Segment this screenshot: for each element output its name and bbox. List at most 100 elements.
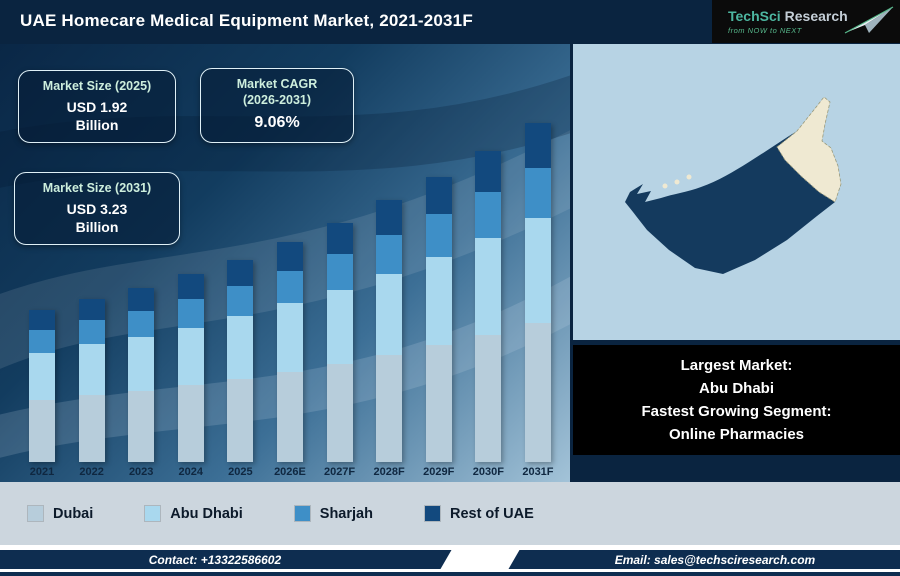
bar-segment-abu-dhabi [78, 344, 105, 395]
bar-segment-sharjah [78, 320, 105, 345]
brand-name: TechSci Research [728, 9, 900, 23]
bar-column: 2021 [20, 108, 64, 480]
bar-segment-abu-dhabi [227, 316, 254, 379]
legend-item-sharjah: Sharjah [293, 505, 373, 522]
bar-column: 2031F [516, 108, 560, 480]
legend-item-abu-dhabi: Abu Dhabi [144, 505, 243, 522]
x-axis-label: 2027F [323, 466, 356, 478]
bar-segment-abu-dhabi [524, 218, 551, 324]
legend-swatch-rect [294, 506, 310, 521]
highlight-line: Fastest Growing Segment: [641, 403, 832, 420]
bar-segment-sharjah [376, 235, 403, 274]
bar-column: 2026E [268, 108, 312, 480]
bar-segment-dubai [29, 400, 55, 462]
bar-segment-rest-of-uae [227, 260, 254, 286]
bar-segment-rest-of-uae [425, 177, 452, 215]
paper-plane-icon [844, 6, 894, 34]
bar-segment-dubai [425, 345, 452, 462]
bar-segment-sharjah [227, 285, 254, 316]
map-panel [573, 44, 900, 340]
email-bar: Email: sales@techsciresearch.com [508, 550, 900, 569]
bar-stack [29, 309, 55, 462]
legend-label: Sharjah [319, 505, 373, 522]
bar-column: 2028F [367, 108, 411, 480]
brand-name-secondary: Research [784, 7, 848, 24]
uae-map-northern-emirates [776, 96, 842, 203]
card-value: 9.06% [254, 114, 300, 132]
bar-segment-rest-of-uae [29, 309, 55, 330]
bar-stack [425, 177, 452, 462]
bar-segment-sharjah [29, 329, 55, 353]
card-value-amount: USD 1.92 [66, 98, 128, 115]
card-label-line2: (2026-2031) [242, 92, 312, 107]
card-label-line1: Market CAGR [236, 77, 318, 91]
brand-logo: TechSci Research from NOW to NEXT [712, 0, 900, 43]
legend-swatch-abu-dhabi [144, 505, 162, 522]
bar-column: 2029F [417, 108, 461, 480]
x-axis-label: 2026E [274, 466, 306, 478]
bar-segment-dubai [227, 379, 254, 462]
bar-segment-sharjah [425, 214, 452, 258]
x-axis-label: 2022 [79, 466, 104, 478]
bar-segment-dubai [177, 385, 204, 462]
bar-stack [177, 273, 204, 462]
bar-segment-sharjah [524, 167, 551, 219]
bar-segment-rest-of-uae [78, 299, 105, 321]
bar-segment-rest-of-uae [524, 122, 551, 168]
bar-stack [524, 122, 551, 462]
bar-segment-abu-dhabi [177, 327, 204, 386]
legend-swatch-rest-of-uae [423, 505, 441, 522]
bar-segment-sharjah [177, 299, 204, 328]
market-size-2025-card: Market Size (2025) USD 1.92 Billion [18, 70, 176, 143]
bar-segment-abu-dhabi [376, 273, 403, 355]
bar-segment-abu-dhabi [128, 336, 155, 391]
bar-segment-abu-dhabi [276, 303, 303, 372]
bar-segment-rest-of-uae [177, 273, 204, 300]
uae-map [625, 96, 842, 274]
market-cagr-card: Market CAGR (2026-2031) 9.06% [200, 68, 354, 144]
legend-item-dubai: Dubai [27, 505, 94, 522]
map-island [674, 179, 680, 185]
card-label: Market Size (2025) [42, 79, 152, 93]
bar-segment-sharjah [475, 192, 502, 239]
market-size-2031-card: Market Size (2031) USD 3.23 Billion [14, 172, 180, 245]
x-axis-label: 2023 [128, 466, 154, 478]
legend-label: Dubai [53, 505, 94, 522]
bar-segment-rest-of-uae [128, 287, 155, 311]
bar-stack [78, 299, 105, 462]
x-axis-label: 2024 [178, 466, 204, 478]
stacked-bar-chart: 2021 2022 2023 2024 2025 2026E 2027F 2028F 2029F… [14, 108, 566, 480]
market-highlights-box: Largest Market: Abu Dhabi Fastest Growin… [573, 345, 900, 455]
x-axis-label: 2028F [373, 466, 405, 478]
bar-segment-dubai [475, 334, 502, 462]
bar-column: 2022 [70, 108, 114, 480]
bar-stack [276, 242, 303, 462]
card-value-amount: USD 3.23 [66, 200, 128, 217]
x-axis-label: 2030F [472, 466, 504, 478]
bar-segment-rest-of-uae [326, 222, 353, 255]
legend-swatch-rect [28, 506, 43, 521]
bar-segment-dubai [78, 394, 105, 462]
bar-stack [227, 260, 254, 462]
bar-column: 2023 [119, 108, 163, 480]
legend-swatch-rect [424, 506, 440, 521]
footer-rule [0, 572, 900, 576]
brand-name-primary: TechSci [728, 7, 781, 24]
legend: Dubai Abu Dhabi Sharjah Rest of UAE [0, 482, 900, 545]
bar-column: 2027F [318, 108, 362, 480]
card-value: USD 1.92 Billion [25, 98, 169, 134]
bar-column: 2030F [466, 108, 510, 480]
email-text: Email: sales@techsciresearch.com [614, 552, 816, 567]
footer: Contact: +13322586602 Email: sales@techs… [0, 545, 900, 576]
bar-segment-dubai [276, 371, 303, 462]
legend-swatch-sharjah [293, 505, 311, 522]
bar-segment-rest-of-uae [276, 242, 303, 271]
legend-item-rest-of-uae: Rest of UAE [423, 505, 534, 522]
bar-segment-dubai [376, 354, 403, 462]
page-title: UAE Homecare Medical Equipment Market, 2… [20, 11, 473, 30]
x-axis-label: 2025 [228, 466, 253, 478]
card-value-unit: Billion [75, 116, 119, 133]
bar-segment-sharjah [326, 254, 353, 290]
legend-label: Rest of UAE [449, 505, 534, 522]
